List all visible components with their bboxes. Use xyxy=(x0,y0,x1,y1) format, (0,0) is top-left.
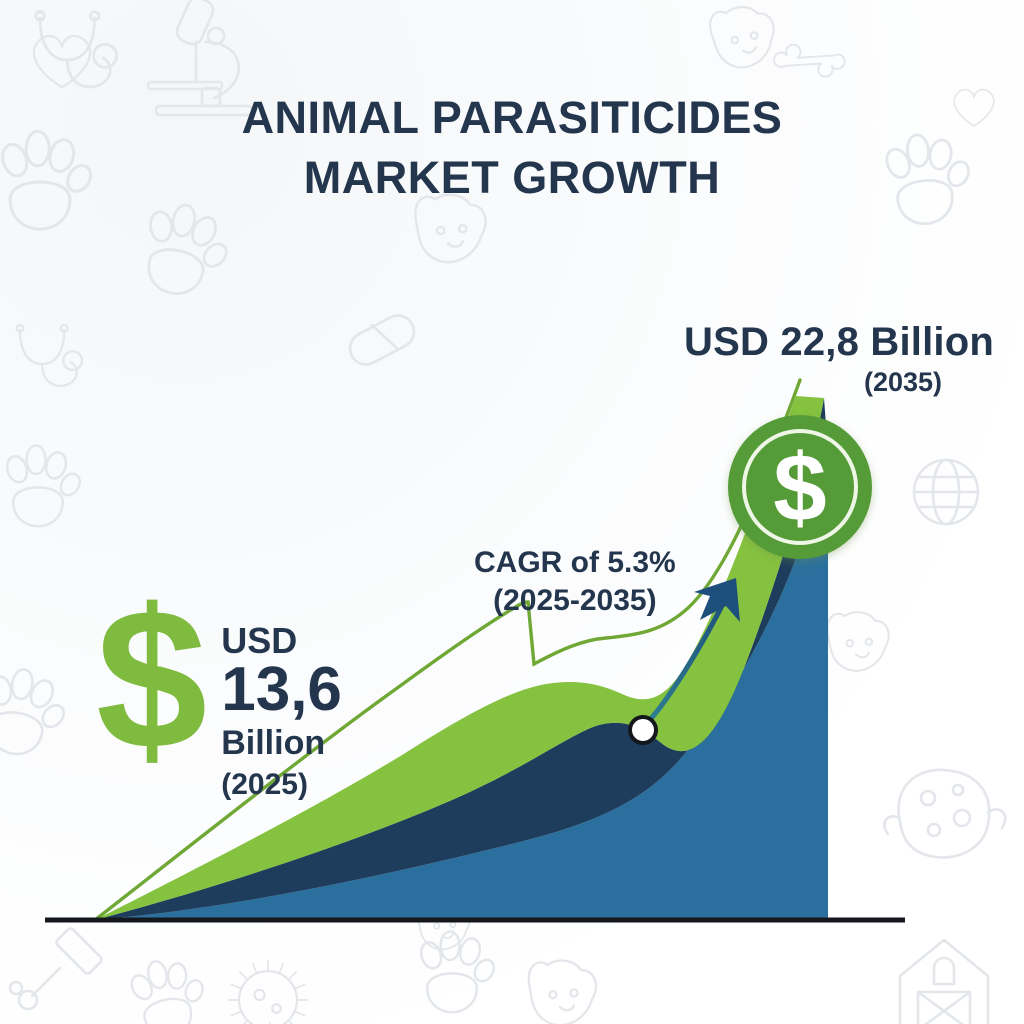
start-value-unit: Billion xyxy=(221,723,326,762)
coin-badge-circle xyxy=(728,415,872,559)
end-value-year: (2035) xyxy=(863,367,942,397)
chart-title-line-2: MARKET GROWTH xyxy=(303,151,721,203)
growth-arrow-line xyxy=(645,593,730,725)
start-value-number: 13,6 xyxy=(221,654,342,724)
end-value-text: USD 22,8 Billion xyxy=(684,320,994,364)
end-value-label: USD 22,8 Billion (2035) xyxy=(684,322,994,403)
area-series-blue-band xyxy=(95,452,828,920)
start-value-currency: USD xyxy=(221,620,298,661)
cagr-annotation: CAGR of 5.3% (2025-2035) xyxy=(474,544,676,621)
coin-badge[interactable]: $ xyxy=(728,415,872,559)
start-value-label: $ USD 13,6 Billion (2025) xyxy=(96,580,342,803)
coin-badge-dollar-symbol: $ xyxy=(773,435,826,542)
chart-title-line-1: ANIMAL PARASITICIDES xyxy=(241,92,783,143)
start-value-text-group: USD 13,6 Billion (2025) xyxy=(221,608,342,803)
coin-badge-inner-ring xyxy=(742,429,858,545)
dollar-sign-icon: $ xyxy=(96,568,208,791)
growth-arrow-head xyxy=(694,578,740,622)
cagr-value: CAGR of 5.3% xyxy=(474,546,676,579)
data-point-marker[interactable] xyxy=(628,715,658,745)
chart-title: ANIMAL PARASITICIDES MARKET GROWTH xyxy=(0,88,1024,208)
start-value-year: (2025) xyxy=(221,767,308,801)
cagr-period: (2025-2035) xyxy=(493,584,657,618)
area-series-navy-band xyxy=(95,398,828,920)
